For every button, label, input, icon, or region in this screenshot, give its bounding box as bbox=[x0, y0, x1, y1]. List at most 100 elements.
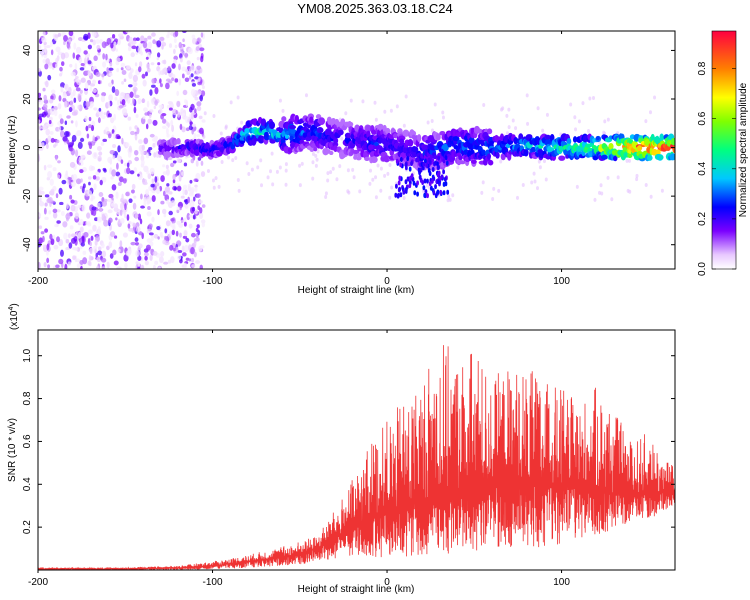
spectrogram-cell bbox=[58, 125, 61, 132]
spectrogram-cell bbox=[635, 177, 639, 182]
spectrogram-cell bbox=[93, 183, 97, 191]
spectrogram-cell bbox=[55, 46, 61, 53]
spectrogram-cell bbox=[171, 77, 175, 82]
spectrogram-cell bbox=[224, 125, 228, 130]
spectrogram-cell bbox=[131, 183, 136, 190]
spectrogram-cell bbox=[142, 79, 147, 87]
spectrogram-cell bbox=[42, 58, 47, 64]
spectrogram-cell bbox=[168, 80, 173, 84]
spectrogram-cell bbox=[470, 159, 477, 164]
spectrogram-cell bbox=[608, 143, 614, 150]
spectrogram-cell bbox=[152, 251, 158, 256]
spectrogram-cell bbox=[135, 37, 140, 42]
spectrogram-cell bbox=[68, 31, 74, 37]
spectrogram-cell bbox=[201, 151, 207, 157]
spectrogram-cell bbox=[270, 151, 274, 156]
spectrogram-cell bbox=[88, 255, 92, 262]
spectrogram-cell bbox=[111, 184, 117, 191]
spectrogram-cell bbox=[80, 137, 85, 142]
spectrogram-y-tick-label: 20 bbox=[22, 93, 33, 105]
spectrogram-cell bbox=[176, 90, 180, 97]
spectrogram-cell bbox=[55, 193, 59, 199]
spectrogram-cell bbox=[220, 159, 224, 164]
spectrogram-cell bbox=[128, 84, 133, 88]
spectrogram-cell bbox=[81, 204, 86, 212]
spectrogram-cell bbox=[186, 65, 191, 70]
spectrogram-cell bbox=[146, 211, 152, 217]
spectrogram-cell bbox=[92, 209, 97, 217]
spectrogram-cell bbox=[422, 161, 426, 167]
spectrogram-cell bbox=[437, 179, 440, 185]
spectrogram-cell bbox=[418, 170, 421, 176]
spectrogram-cell bbox=[439, 189, 443, 195]
spectrogram-cell bbox=[191, 128, 195, 135]
spectrogram-cell bbox=[39, 197, 42, 203]
spectrogram-cell bbox=[183, 162, 188, 167]
spectrogram-cell bbox=[39, 201, 45, 207]
spectrogram-cell bbox=[38, 98, 44, 105]
spectrogram-cell bbox=[499, 159, 503, 164]
spectrogram-cell bbox=[195, 160, 199, 167]
spectrogram-cell bbox=[146, 170, 150, 175]
spectrogram-cell bbox=[64, 120, 68, 126]
spectrogram-cell bbox=[110, 42, 114, 49]
spectrogram-cell bbox=[278, 165, 282, 170]
spectrogram-cell bbox=[60, 82, 65, 88]
spectrogram-cell bbox=[161, 118, 167, 124]
spectrogram-cell bbox=[533, 179, 537, 184]
spectrogram-cell bbox=[106, 66, 109, 74]
spectrogram-cell bbox=[87, 229, 93, 235]
spectrogram-cell bbox=[96, 256, 102, 263]
spectrogram-cell bbox=[116, 266, 122, 269]
spectrogram-cell bbox=[106, 261, 110, 269]
colorbar-ticks: 0.0 0.2 0.4 0.6 0.8 bbox=[697, 61, 736, 276]
spectrogram-cell bbox=[109, 253, 114, 259]
spectrogram-cell bbox=[132, 222, 137, 228]
spectrogram-cell bbox=[63, 84, 68, 90]
spectrogram-cell bbox=[644, 119, 648, 124]
spectrogram-cell bbox=[82, 250, 87, 255]
colorbar-tick-label: 0.6 bbox=[697, 111, 708, 125]
spectrogram-cell bbox=[532, 171, 536, 176]
spectrogram-cell bbox=[197, 77, 201, 82]
spectrogram-cell bbox=[214, 176, 218, 181]
spectrogram-cell bbox=[442, 190, 446, 196]
spectrogram-cell bbox=[98, 192, 104, 198]
spectrogram-cell bbox=[610, 197, 614, 202]
spectrogram-cell bbox=[98, 107, 102, 112]
spectrogram-cell bbox=[93, 55, 98, 62]
spectrogram-cell bbox=[183, 99, 188, 104]
spectrogram-cell bbox=[59, 130, 65, 138]
spectrogram-cell bbox=[602, 130, 606, 135]
spectrogram-cell bbox=[135, 250, 140, 257]
spectrogram-cell bbox=[66, 41, 70, 49]
spectrogram-cell bbox=[91, 31, 97, 38]
spectrogram-cell bbox=[85, 101, 91, 108]
spectrogram-cell bbox=[48, 120, 52, 125]
spectrogram-cell bbox=[160, 175, 165, 182]
spectrogram-cell bbox=[120, 62, 126, 68]
spectrogram-cell bbox=[136, 226, 141, 233]
spectrogram-cell bbox=[349, 122, 354, 127]
spectrogram-cell bbox=[47, 171, 53, 179]
spectrogram-cell bbox=[130, 130, 135, 136]
spectrogram-cell bbox=[92, 175, 97, 180]
spectrogram-cell bbox=[117, 248, 121, 253]
spectrogram-cell bbox=[507, 107, 511, 112]
spectrogram-cell bbox=[121, 70, 127, 75]
spectrogram-cell bbox=[58, 113, 63, 120]
spectrogram-cell bbox=[86, 133, 90, 139]
spectrogram-cell bbox=[188, 223, 193, 229]
spectrogram-cell bbox=[198, 199, 204, 204]
spectrogram-cell bbox=[137, 266, 141, 269]
spectrogram-cell bbox=[404, 162, 408, 168]
spectrogram-cell bbox=[115, 57, 121, 62]
spectrogram-cell bbox=[49, 233, 53, 240]
spectrogram-cell bbox=[38, 225, 43, 229]
spectrogram-cell bbox=[281, 108, 285, 113]
spectrogram-cell bbox=[196, 101, 202, 107]
spectrogram-cell bbox=[141, 144, 146, 151]
spectrogram-cell bbox=[600, 154, 609, 160]
spectrogram-cell bbox=[143, 107, 148, 112]
